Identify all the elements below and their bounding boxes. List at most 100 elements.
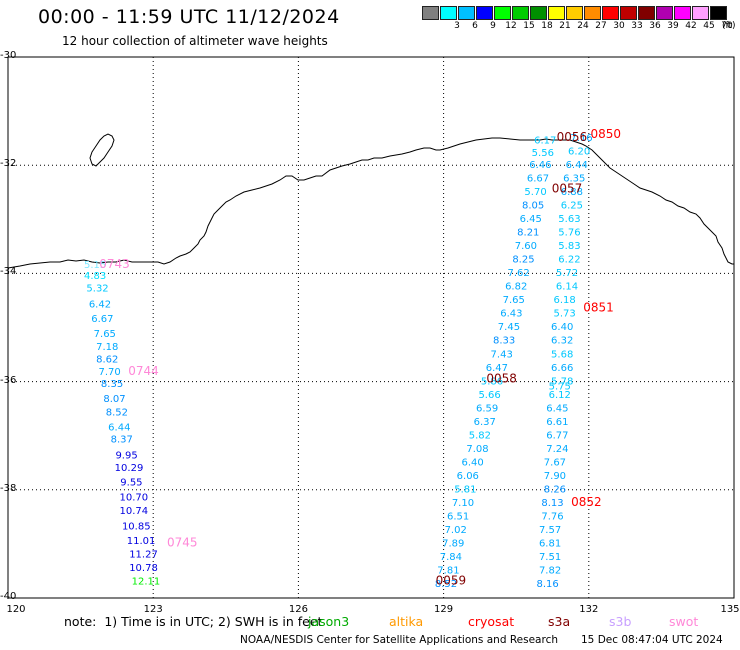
pass-time-label: 0058 — [486, 372, 517, 386]
wave-height-value: 8.07 — [103, 394, 125, 405]
mission-label-jason3: jason3 — [308, 614, 350, 629]
color-scale-swatch — [584, 6, 601, 20]
color-scale-label: 24 — [577, 21, 589, 31]
wave-height-value: 6.20 — [568, 146, 590, 157]
color-scale-label: 21 — [559, 21, 571, 31]
wave-height-value: 6.43 — [500, 309, 522, 320]
wave-height-value: 6.46 — [529, 160, 551, 171]
wave-height-value: 8.62 — [96, 355, 118, 366]
latitude-label: -32 — [0, 158, 17, 170]
wave-height-value: 7.16 — [570, 133, 592, 144]
wave-height-value: 7.57 — [539, 525, 561, 536]
pass-time-label: 0852 — [571, 495, 602, 509]
generated-timestamp: 15 Dec 08:47:04 UTC 2024 — [581, 634, 723, 646]
latitude-label: -34 — [0, 266, 17, 278]
pass-time-label: 0745 — [167, 536, 198, 550]
wave-height-value: 7.65 — [503, 295, 525, 306]
coastline-australia — [7, 137, 734, 269]
color-scale-swatch — [566, 6, 583, 20]
wave-height-value: 7.70 — [99, 367, 121, 378]
mission-label-swot: swot — [669, 614, 699, 629]
wave-height-value: 10.78 — [129, 563, 158, 574]
latitude-label: -40 — [0, 591, 17, 602]
wave-height-value: 6.61 — [546, 417, 568, 428]
color-scale-label: 30 — [613, 21, 625, 31]
wave-height-value: 5.56 — [532, 148, 554, 159]
wave-height-value: 7.67 — [544, 457, 566, 468]
color-scale-swatch — [620, 6, 637, 20]
wave-height-value: 6.06 — [457, 471, 479, 482]
wave-height-value: 8.16 — [537, 579, 559, 590]
wave-height-value: 6.77 — [546, 430, 568, 441]
latitude-label: -30 — [0, 50, 17, 61]
color-scale-unit: (ft) — [722, 21, 736, 31]
pass-time-label: 0851 — [583, 300, 614, 314]
color-scale-label: 36 — [649, 21, 661, 31]
pass-time-label: 0850 — [590, 127, 621, 141]
wave-height-value: 6.45 — [546, 403, 568, 414]
wave-height-value: 6.88 — [561, 187, 583, 198]
color-scale-label: 45 — [703, 21, 715, 31]
wave-height-value: 9.95 — [115, 450, 137, 461]
pass-time-label: 0059 — [436, 573, 467, 587]
wave-height-value: 6.37 — [474, 417, 496, 428]
wave-height-value: 6.66 — [551, 363, 573, 374]
wave-height-value: 6.35 — [563, 173, 585, 184]
wave-height-value: 8.35 — [101, 379, 123, 390]
color-scale-label: 6 — [472, 21, 478, 31]
wave-height-value: 8.13 — [541, 498, 563, 509]
wave-height-value: 8.05 — [522, 200, 544, 211]
altimeter-tracks: 5.154.835.32 6.42 6.67 7.65 7.18 8.627.708.35… — [84, 127, 621, 590]
color-scale-swatch — [674, 6, 691, 20]
wave-height-value: 5.81 — [454, 485, 476, 496]
color-scale-swatch — [602, 6, 619, 20]
wave-height-value: 5.32 — [86, 283, 108, 294]
wave-height-value: 5.76 — [558, 228, 580, 239]
latitude-label: -36 — [0, 374, 17, 386]
color-scale-label: 9 — [490, 21, 496, 31]
wave-height-value: 6.42 — [89, 299, 111, 310]
longitude-label: 120 — [6, 604, 26, 615]
wave-height-value: 7.90 — [544, 471, 566, 482]
color-scale-label: 42 — [685, 21, 697, 31]
wave-height-value: 8.26 — [544, 485, 566, 496]
latitude-label: -38 — [0, 482, 17, 494]
wave-height-value: 7.76 — [541, 512, 563, 523]
color-scale-swatch — [440, 6, 457, 20]
wave-height-value: 5.15 — [84, 260, 106, 271]
wave-height-value: 7.60 — [515, 241, 537, 252]
color-scale-swatch — [530, 6, 547, 20]
wave-height-value: 5.72 — [556, 268, 578, 279]
wave-height-value: 6.51 — [447, 512, 469, 523]
wave-height-value: 8.33 — [493, 336, 515, 347]
coastline-islet — [89, 133, 115, 167]
wave-height-value: 7.10 — [452, 498, 474, 509]
wave-height-value: 6.82 — [505, 282, 527, 293]
wave-height-value: 6.18 — [553, 295, 575, 306]
page-title: 00:00 - 11:59 UTC 11/12/2024 — [38, 6, 340, 28]
longitude-label: 135 — [720, 604, 740, 615]
wave-height-value: 5.78 — [551, 376, 573, 387]
wave-height-value: 6.45 — [520, 214, 542, 225]
color-scale-swatch — [638, 6, 655, 20]
wave-height-value: 5.73 — [553, 309, 575, 320]
wave-height-value: 8.52 — [435, 579, 457, 590]
color-scale-label: 33 — [631, 21, 643, 31]
wave-height-value: 5.83 — [558, 241, 580, 252]
wave-height-value: 7.51 — [539, 552, 561, 563]
page-subtitle: 12 hour collection of altimeter wave hei… — [62, 34, 328, 48]
pass-time-label: 0057 — [552, 181, 583, 195]
mission-label-s3a: s3a — [548, 614, 571, 629]
wave-height-value: 7.62 — [507, 268, 529, 279]
wave-height-value: 7.81 — [437, 566, 459, 577]
wave-height-value: 5.75 — [549, 382, 571, 393]
wave-height-value: 5.68 — [551, 349, 573, 360]
wave-height-value: 6.81 — [539, 539, 561, 550]
wave-height-value: 6.22 — [558, 255, 580, 266]
credit-line: NOAA/NESDIS Center for Satellite Applica… — [240, 634, 558, 646]
wave-height-value: 6.67 — [527, 173, 549, 184]
wave-height-value: 6.25 — [561, 200, 583, 211]
longitude-label: 132 — [579, 604, 599, 615]
wave-height-value: 6.67 — [91, 314, 113, 325]
